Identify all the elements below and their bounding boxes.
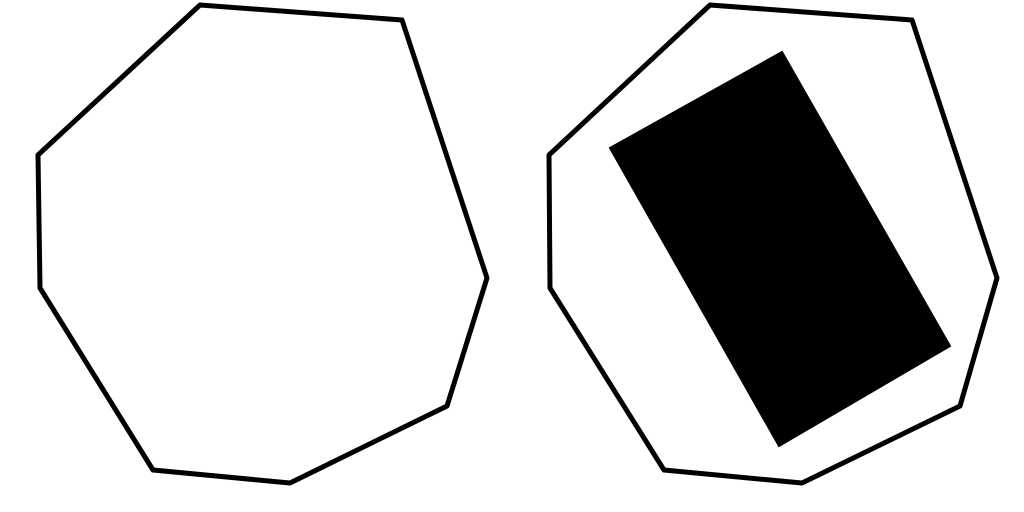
left-octagon-outline (35, 2, 490, 486)
right-octagon-outline (546, 2, 1000, 486)
right-figure (546, 2, 1000, 486)
filled-rectangle (608, 50, 952, 448)
left-figure (35, 2, 490, 486)
